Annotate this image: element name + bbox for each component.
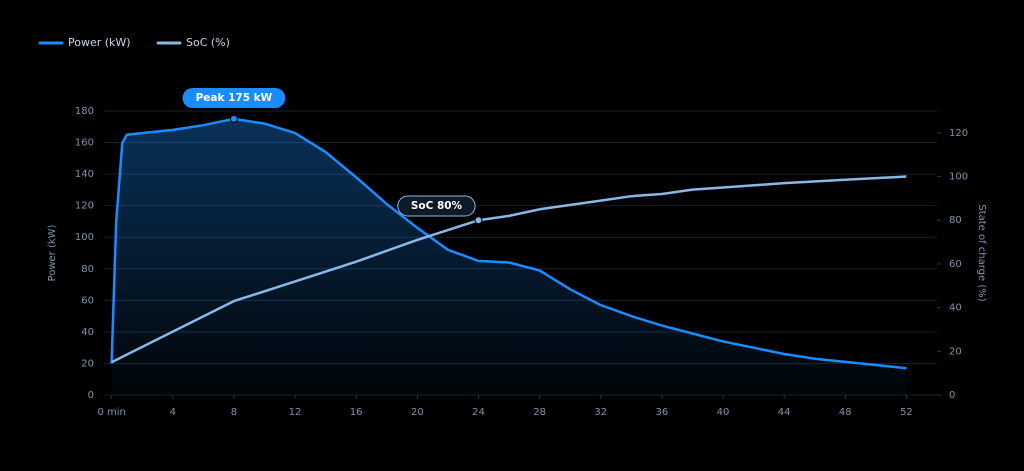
- annotation: SoC 80%: [397, 195, 476, 217]
- y2-tick-label: 20: [949, 346, 962, 357]
- x-tick-label: 32: [594, 407, 607, 418]
- y2-axis-label: State of charge (%): [976, 204, 987, 301]
- annotation-label: SoC 80%: [411, 200, 463, 212]
- annotation-point: [474, 216, 483, 225]
- y-axis-label: Power (kW): [47, 224, 58, 281]
- legend-label: SoC (%): [186, 36, 230, 49]
- y-tick-label: 40: [81, 327, 94, 338]
- x-tick-label: 48: [839, 407, 852, 418]
- x-tick-label: 24: [472, 407, 485, 418]
- x-tick-label: 36: [656, 407, 669, 418]
- x-tick-label: 16: [350, 407, 363, 418]
- x-tick-label: 8: [231, 407, 237, 418]
- legend-label: Power (kW): [68, 36, 131, 49]
- x-tick-label: 20: [411, 407, 424, 418]
- y-tick-label: 60: [81, 295, 94, 306]
- x-tick-label: 40: [717, 407, 730, 418]
- x-tick-label: 52: [900, 407, 913, 418]
- y2-tick-label: 120: [949, 128, 968, 139]
- y-tick-label: 100: [75, 232, 94, 243]
- y-tick-label: 180: [75, 106, 94, 117]
- annotation: Peak 175 kW: [182, 88, 286, 108]
- x-tick-label: 28: [533, 407, 546, 418]
- series-line: [111, 175, 907, 364]
- y-tick-label: 140: [75, 169, 94, 180]
- y-tick-label: 80: [81, 264, 94, 275]
- annotation-label: Peak 175 kW: [196, 92, 273, 104]
- series-line: [110, 117, 907, 370]
- area-fill: [111, 118, 907, 396]
- y2-tick-label: 60: [949, 259, 962, 270]
- x-tick-label: 12: [289, 407, 302, 418]
- x-tick-label: 4: [170, 407, 176, 418]
- y2-tick-label: 100: [949, 172, 968, 183]
- annotation-pill: [182, 88, 286, 108]
- y2-tick-label: 40: [949, 303, 962, 314]
- y-tick-label: 0: [88, 390, 94, 401]
- y2-tick-label: 80: [949, 215, 962, 226]
- y-tick-label: 20: [81, 358, 94, 369]
- y-tick-label: 160: [75, 138, 94, 149]
- y-tick-label: 120: [75, 201, 94, 212]
- y2-tick-label: 0: [949, 390, 955, 401]
- annotation-point: [229, 114, 238, 123]
- annotation-pill: [397, 195, 476, 217]
- x-tick-label: 0 min: [97, 407, 125, 418]
- x-tick-label: 44: [778, 407, 791, 418]
